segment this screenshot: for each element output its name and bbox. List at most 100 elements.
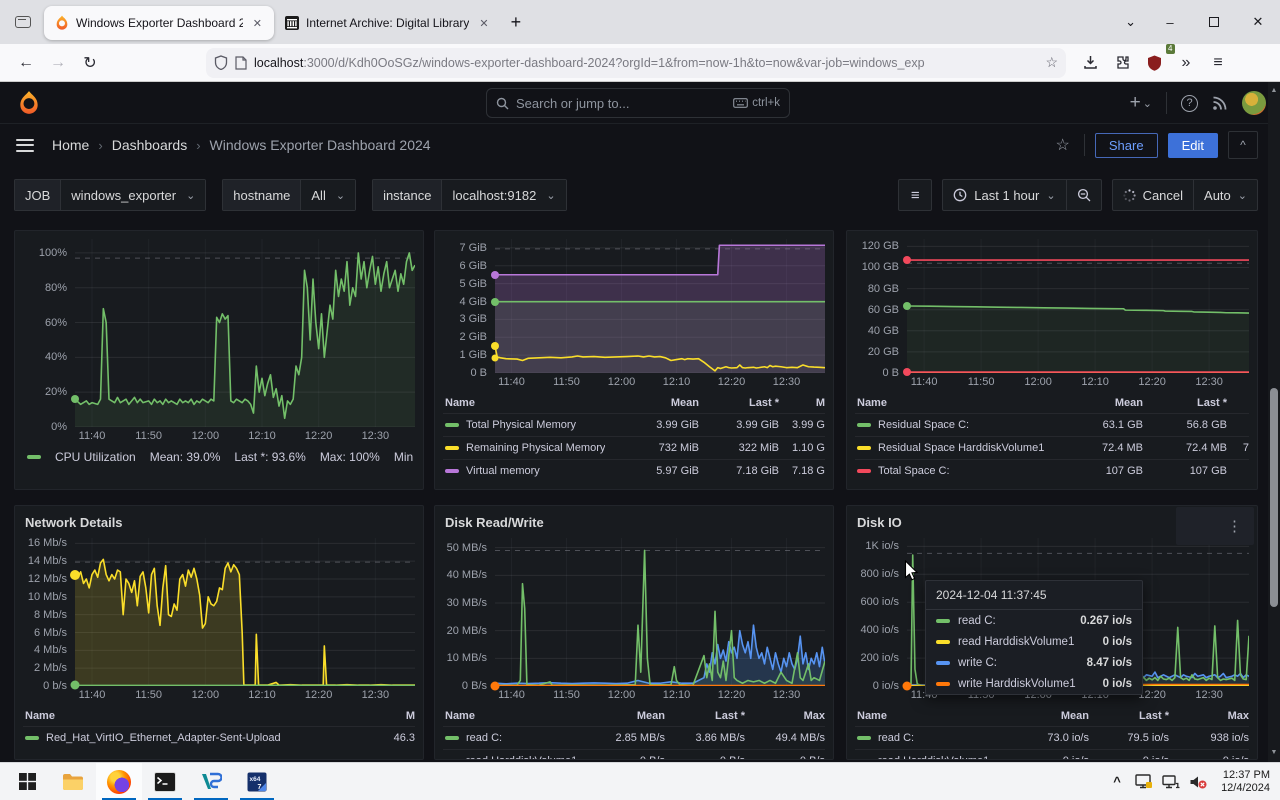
panel-title[interactable]: Disk Read/Write [445,515,544,530]
legend-series-name[interactable]: read HarddiskVolume1 [855,755,1009,759]
breadcrumb-home[interactable]: Home [52,137,90,153]
panel-disk-read-write[interactable]: Disk Read/Write 50 MB/s 40 MB/s 30 MB/s 20 M… [434,505,834,760]
tray-display-icon[interactable] [1134,771,1154,793]
panel-title[interactable]: Disk IO [857,515,902,530]
firefox-taskbar-button[interactable] [96,762,142,800]
tray-volume-muted-icon[interactable] [1188,771,1208,793]
forward-button[interactable]: → [50,53,66,71]
legend-header-cell[interactable]: Max [1227,710,1249,722]
new-tab-button[interactable]: + [510,11,522,32]
toolbar-overflow-button[interactable]: » [1181,53,1191,71]
refresh-cancel-button[interactable]: Cancel [1113,180,1193,210]
start-button[interactable] [4,763,50,800]
taskbar-clock[interactable]: 12:37 PM 12/4/2024 [1221,769,1270,795]
firefox-view-button[interactable] [8,9,38,35]
legend-header-cell[interactable]: M [815,397,825,409]
tray-network-icon[interactable] [1161,771,1181,793]
legend-series-name[interactable]: read HarddiskVolume1 [443,755,585,759]
terminal-taskbar-button[interactable] [142,763,188,800]
chart-area[interactable]: 7 GiB 6 GiB 5 GiB 4 GiB 3 GiB 2 GiB 1 GiB 0 B [443,239,825,379]
chart-area[interactable]: 16 Mb/s 14 Mb/s 12 Mb/s 10 Mb/s 8 Mb/s 6 Mb/s… [23,537,415,692]
legend-header-cell[interactable]: Max [803,710,825,722]
legend-series-name[interactable]: Total Physical Memory [443,419,619,431]
legend-series-name[interactable]: Virtual memory [443,465,619,477]
time-range-picker[interactable]: Last 1 hour ⌄ [943,180,1065,210]
search-input[interactable]: Search or jump to... ctrl+k [486,88,790,118]
user-avatar[interactable] [1242,91,1266,115]
legend-header-cell[interactable]: Last * [1197,397,1227,409]
scrollbar-thumb[interactable] [1270,388,1278,607]
news-rss-button[interactable] [1212,95,1228,111]
legend-header-cell[interactable]: Mean [636,710,665,722]
legend-series-name[interactable]: Remaining Physical Memory [443,442,619,454]
favorite-dashboard-button[interactable]: ☆ [1055,137,1070,154]
plot-region[interactable] [71,239,415,427]
mega-menu-button[interactable] [16,135,34,155]
grafana-logo[interactable] [16,90,42,116]
shield-icon[interactable] [214,55,228,70]
reload-button[interactable]: ↻ [83,54,97,72]
legend-header-cell[interactable]: Last * [715,710,745,722]
v-app-taskbar-button[interactable] [188,763,234,800]
plot-region[interactable] [903,239,1249,377]
panel-memory[interactable]: 7 GiB 6 GiB 5 GiB 4 GiB 3 GiB 2 GiB 1 GiB 0 B 11… [434,230,834,490]
help-button[interactable]: ? [1181,94,1198,112]
plot-region[interactable] [70,538,415,690]
window-minimize-button[interactable]: – [1166,14,1174,30]
panel-title[interactable]: Network Details [25,515,123,530]
legend-header-cell[interactable]: Last * [1139,710,1169,722]
panel-menu-kebab-icon[interactable]: ⋮ [1176,507,1254,545]
page-info-icon[interactable] [235,55,247,70]
file-explorer-button[interactable] [50,763,96,800]
chart-area[interactable]: 50 MB/s 40 MB/s 30 MB/s 20 MB/s 10 MB/s 0 B/s [443,538,825,692]
legend-series-name[interactable]: Residual Space HarddiskVolume1 [855,442,1059,454]
legend-header-cell[interactable]: Last * [749,397,779,409]
legend-series-name[interactable]: CPU Utilization [55,450,136,464]
collapse-controls-button[interactable]: ^ [1228,131,1258,159]
variable-hostname[interactable]: hostname All ⌄ [222,179,357,211]
share-button[interactable]: Share [1094,132,1158,158]
app-menu-button[interactable]: ≡ [1213,53,1223,71]
panel-network-details[interactable]: Network Details 16 Mb/s 14 Mb/s 12 Mb/s 10 M… [14,505,424,760]
x64-app-taskbar-button[interactable]: x64 7 [234,763,280,800]
chart-area[interactable]: 100% 80% 60% 40% 20% 0% [23,239,415,433]
legend-series-name[interactable]: Total Space C: [855,465,1059,477]
refresh-interval-button[interactable]: Auto ⌄ [1193,180,1257,210]
tab-internet-archive[interactable]: Internet Archive: Digital Library ✕ [274,6,501,40]
url-bar[interactable]: localhost:3000/d/Kdh0OoSGz/windows-expor… [206,47,1066,78]
bookmark-star-icon[interactable]: ☆ [1045,54,1058,70]
add-menu-button[interactable]: + ⌄ [1129,92,1152,113]
page-scrollbar[interactable]: ▲ ▼ [1268,82,1280,762]
legend-series-name[interactable]: read C: [855,732,1009,744]
back-button[interactable]: ← [18,53,34,71]
extensions-button[interactable] [1106,48,1138,78]
tray-expand-chevron[interactable]: ^ [1113,774,1121,789]
window-maximize-button[interactable] [1192,0,1236,44]
panel-disk-space[interactable]: 120 GB 100 GB 80 GB 60 GB 40 GB 20 GB 0 B 11:40… [846,230,1258,490]
tab-close-icon[interactable]: ✕ [479,17,489,30]
plot-region[interactable] [490,538,825,691]
plot-region[interactable] [491,239,825,373]
list-all-tabs-button[interactable]: ⌄ [1125,14,1136,29]
legend-header-cell[interactable]: Mean [670,397,699,409]
chart-area[interactable]: 1K io/s 800 io/s 600 io/s 400 io/s 200 io/s 0… [855,538,1249,692]
downloads-button[interactable] [1074,48,1106,78]
legend-series-name[interactable]: read C: [443,732,585,744]
panel-list-button[interactable]: ≡ [898,179,933,211]
legend-series-name[interactable]: Red_Hat_VirtIO_Ethernet_Adapter-Sent-Upl… [23,732,381,744]
variable-job[interactable]: JOB windows_exporter ⌄ [14,179,207,211]
breadcrumb-dashboards[interactable]: Dashboards [111,137,188,153]
legend-header-cell[interactable]: M [405,710,415,722]
tab-grafana-dashboard[interactable]: Windows Exporter Dashboard 2 ✕ [44,6,274,40]
zoom-out-button[interactable] [1065,180,1101,210]
legend-header-cell[interactable]: Mean [1114,397,1143,409]
edit-button[interactable]: Edit [1167,132,1218,158]
chart-area[interactable]: 120 GB 100 GB 80 GB 60 GB 40 GB 20 GB 0 B [855,239,1249,379]
scrollbar-up-arrow[interactable]: ▲ [1270,87,1278,94]
window-close-button[interactable]: ✕ [1252,14,1264,29]
legend-header-cell[interactable]: Mean [1060,710,1089,722]
legend-series-name[interactable]: Residual Space C: [855,419,1059,431]
tab-close-icon[interactable]: ✕ [252,17,262,30]
panel-cpu-utilization[interactable]: 100% 80% 60% 40% 20% 0% 11:40 11:50 12:00 12:10 12… [14,230,424,490]
variable-instance[interactable]: instance localhost:9182 ⌄ [372,179,567,211]
